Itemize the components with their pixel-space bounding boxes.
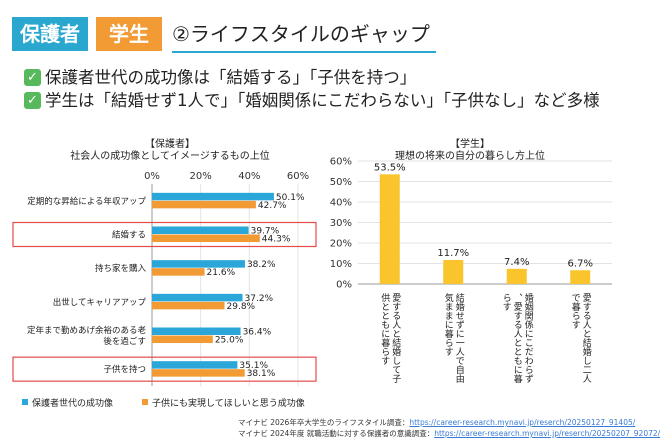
parent-data-label: 21.6% xyxy=(207,268,236,278)
legend-series-child: 子供にも実現してほしいと思う成功像 xyxy=(142,396,305,409)
parent-data-label: 36.4% xyxy=(243,328,272,338)
parent-x-tick: 20% xyxy=(190,171,212,182)
parent-bar xyxy=(152,327,241,335)
parent-bar xyxy=(152,335,213,343)
student-category-label: 婚姻関係にこだわらず xyxy=(523,292,534,383)
student-bar xyxy=(570,270,591,284)
legend-swatch-orange xyxy=(142,399,148,405)
parent-data-label: 42.7% xyxy=(258,201,287,211)
parent-data-label: 50.1% xyxy=(276,193,305,203)
parent-data-label: 38.2% xyxy=(247,260,276,270)
student-category-label: 供とともに暮らす xyxy=(379,292,390,365)
parent-category-label: 出世してキャリアアップ xyxy=(53,297,147,308)
bullet-parent-view: ✓ 保護者世代の成功像は「結婚する」「子供を持つ」 xyxy=(24,67,416,89)
parent-category-label: 定期的な昇給による年収アップ xyxy=(27,196,146,207)
student-y-tick: 10% xyxy=(330,259,352,270)
source-link[interactable]: https://career-research.mynavi.jp/reserc… xyxy=(409,418,636,427)
parent-tag: 保護者 xyxy=(12,17,88,51)
parent-bar xyxy=(152,234,260,242)
parent-category-label: 定年まで勤めあげ余裕のある老 xyxy=(27,325,147,336)
checkbox-icon: ✓ xyxy=(24,69,41,86)
page-title: ②ライフスタイルのギャップ xyxy=(172,17,436,53)
parent-data-label: 25.0% xyxy=(215,336,244,346)
parent-bar xyxy=(152,361,238,369)
student-tag: 学生 xyxy=(96,17,162,51)
student-y-tick: 50% xyxy=(330,177,352,188)
parent-category-label: 後を過ごす xyxy=(103,336,146,347)
checkbox-icon: ✓ xyxy=(24,92,41,109)
source-text: マイナビ 2026年卒大学生のライフスタイル調査： xyxy=(238,418,410,427)
student-y-tick: 0% xyxy=(336,280,352,291)
student-chart-label: 【学生】 xyxy=(450,139,490,150)
parent-x-tick: 0% xyxy=(144,171,160,182)
student-category-label: 気ままに暮らす xyxy=(443,292,454,356)
student-data-label: 6.7% xyxy=(568,258,593,269)
parent-x-tick: 60% xyxy=(287,171,309,182)
student-category-label: 愛する人と結婚して子 xyxy=(390,292,401,383)
parent-data-label: 39.7% xyxy=(251,227,280,237)
parent-bar xyxy=(152,268,205,276)
parent-category-label: 子供を持つ xyxy=(103,364,146,375)
parent-data-label: 29.8% xyxy=(227,302,256,312)
parent-bar xyxy=(152,369,245,377)
parent-bar xyxy=(152,301,225,310)
student-y-tick: 20% xyxy=(330,239,352,250)
parent-bar xyxy=(152,260,245,268)
student-chart-title: 理想の将来の自分の暮らし方上位 xyxy=(395,151,545,162)
highlight-box xyxy=(12,356,317,382)
student-data-label: 53.5% xyxy=(374,162,406,173)
legend-swatch-blue xyxy=(22,399,28,405)
parent-chart-label: 【保護者】 xyxy=(145,139,195,150)
source-link[interactable]: https://career-research.mynavi.jp/reserc… xyxy=(434,429,661,438)
source-line-2: マイナビ 2024年度 就職活動に対する保護者の意識調査：https://car… xyxy=(238,428,660,439)
student-bar xyxy=(506,268,527,284)
bullet-text: 学生は「結婚せず1人で」「婚姻関係にこだわらない」「子供なし」など多様 xyxy=(45,91,600,110)
parent-chart-title: 社会人の成功像としてイメージするもの上位 xyxy=(70,151,270,162)
student-category-label: 、愛する人とともに暮 xyxy=(512,293,523,384)
parent-data-label: 44.3% xyxy=(262,235,291,245)
parent-bar xyxy=(152,226,249,234)
student-data-label: 11.7% xyxy=(437,248,469,259)
student-y-tick: 40% xyxy=(330,198,352,209)
parent-bar xyxy=(152,200,256,209)
student-data-label: 7.4% xyxy=(504,257,529,268)
legend-label: 子供にも実現してほしいと思う成功像 xyxy=(152,399,305,409)
parent-data-label: 35.1% xyxy=(239,361,268,371)
bullet-student-view: ✓ 学生は「結婚せず1人で」「婚姻関係にこだわらない」「子供なし」など多様 xyxy=(24,90,600,112)
student-category-label: で暮らす xyxy=(570,293,581,329)
highlight-box xyxy=(12,221,317,248)
parent-bar xyxy=(152,293,243,302)
student-y-tick: 60% xyxy=(330,157,352,168)
parent-category-label: 結婚する xyxy=(112,230,146,241)
parent-data-label: 37.2% xyxy=(245,294,274,304)
student-bar xyxy=(379,174,400,284)
parent-data-label: 38.1% xyxy=(247,369,276,379)
bullet-text: 保護者世代の成功像は「結婚する」「子供を持つ」 xyxy=(45,68,417,87)
student-category-label: らす xyxy=(501,293,512,311)
parent-x-tick: 40% xyxy=(238,171,260,182)
student-category-label: 結婚せずに一人で自由 xyxy=(454,292,465,384)
legend-series-parent: 保護者世代の成功像 xyxy=(22,396,113,409)
legend-label: 保護者世代の成功像 xyxy=(32,399,114,409)
source-line-1: マイナビ 2026年卒大学生のライフスタイル調査：https://career-… xyxy=(238,417,635,428)
source-text: マイナビ 2024年度 就職活動に対する保護者の意識調査： xyxy=(238,429,435,438)
student-y-tick: 30% xyxy=(330,218,352,229)
student-bar xyxy=(443,260,464,284)
student-category-label: 愛する人と結婚し二人 xyxy=(581,292,592,383)
parent-category-label: 持ち家を購入 xyxy=(95,263,147,274)
parent-bar xyxy=(152,192,274,201)
